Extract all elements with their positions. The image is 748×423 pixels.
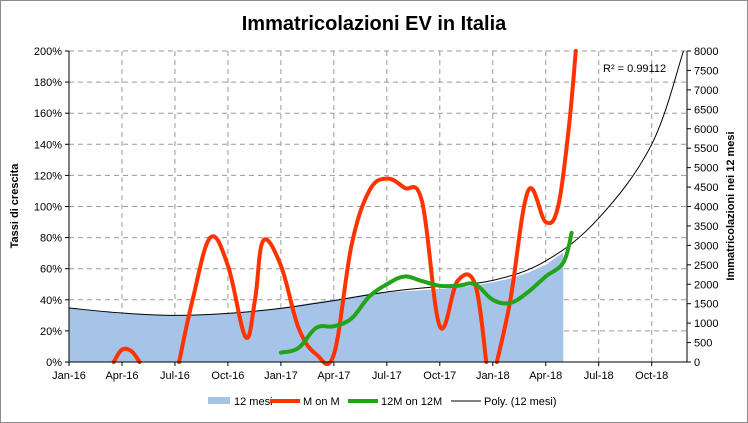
right-tick-label: 2000 bbox=[694, 279, 718, 291]
left-tick-label: 40% bbox=[40, 295, 62, 307]
x-tick-label: Jan-16 bbox=[52, 370, 86, 382]
left-tick-label: 100% bbox=[34, 202, 62, 214]
area-layer bbox=[69, 252, 564, 362]
x-tick-label: Apr-18 bbox=[529, 370, 562, 382]
right-tick-label: 1000 bbox=[694, 318, 718, 330]
series-line-m-on-m-segment-1 bbox=[111, 346, 142, 364]
x-tick-label: Jan-18 bbox=[476, 370, 510, 382]
series-line-12m-on-12m-segment-1 bbox=[278, 230, 574, 355]
right-tick-label: 0 bbox=[694, 357, 700, 369]
line-layer bbox=[111, 49, 578, 367]
right-tick-label: 5500 bbox=[694, 143, 718, 155]
x-tick-label: Jan-17 bbox=[264, 370, 298, 382]
left-tick-label: 0% bbox=[46, 357, 62, 369]
right-tick-label: 500 bbox=[694, 338, 712, 350]
left-tick-label: 20% bbox=[40, 326, 62, 338]
left-tick-label: 120% bbox=[34, 170, 62, 182]
tick-labels: 0% 20% 40% 60% 80% 100% 120% 140% 160% 180% 200% 0 5… bbox=[34, 46, 719, 382]
right-tick-label: 8000 bbox=[694, 46, 718, 58]
legend: 12 mesi M on M 12M on 12M Poly. (12 mesi) bbox=[208, 396, 557, 408]
left-axis-title: Tassi di crescita bbox=[9, 163, 21, 249]
trend-layer bbox=[68, 50, 684, 316]
series-line-m-on-m-segment-2 bbox=[177, 176, 489, 367]
left-tick-label: 60% bbox=[40, 264, 62, 276]
series-area-12-mesi bbox=[69, 252, 564, 362]
right-axis-title: Immatricolazioni nei 12 mesi bbox=[725, 131, 737, 280]
series-line-m-on-m-segment-3 bbox=[494, 49, 578, 364]
r-squared-annotation: R² = 0.99112 bbox=[603, 63, 666, 75]
legend-label-poly-12-mesi: Poly. (12 mesi) bbox=[484, 396, 557, 408]
series-trendline-poly-12-mesi bbox=[68, 50, 684, 316]
right-tick-label: 7500 bbox=[694, 65, 718, 77]
left-tick-label: 180% bbox=[34, 77, 62, 89]
x-tick-label: Oct-17 bbox=[423, 370, 456, 382]
x-tick-label: Jul-16 bbox=[160, 370, 190, 382]
right-tick-label: 2500 bbox=[694, 260, 718, 272]
x-tick-label: Jul-17 bbox=[372, 370, 402, 382]
right-tick-label: 1500 bbox=[694, 299, 718, 311]
legend-label-m-on-m: M on M bbox=[303, 396, 340, 408]
x-tick-label: Apr-17 bbox=[317, 370, 350, 382]
left-tick-label: 80% bbox=[40, 233, 62, 245]
right-tick-label: 4500 bbox=[694, 182, 718, 194]
x-tick-label: Jul-18 bbox=[584, 370, 614, 382]
x-tick-label: Oct-16 bbox=[211, 370, 244, 382]
right-tick-label: 6000 bbox=[694, 124, 718, 136]
legend-label-12-mesi: 12 mesi bbox=[234, 396, 273, 408]
left-tick-label: 140% bbox=[34, 139, 62, 151]
legend-label-12m-on-12m: 12M on 12M bbox=[381, 396, 442, 408]
x-tick-label: Oct-18 bbox=[635, 370, 668, 382]
right-tick-label: 7000 bbox=[694, 85, 718, 97]
right-tick-label: 3500 bbox=[694, 221, 718, 233]
right-tick-label: 4000 bbox=[694, 202, 718, 214]
left-tick-label: 200% bbox=[34, 46, 62, 58]
chart-title: Immatricolazioni EV in Italia bbox=[242, 13, 507, 35]
legend-swatch-12-mesi bbox=[208, 397, 230, 404]
x-tick-label: Apr-16 bbox=[105, 370, 138, 382]
grid bbox=[69, 50, 687, 362]
left-tick-label: 160% bbox=[34, 108, 62, 120]
right-tick-label: 5000 bbox=[694, 163, 718, 175]
right-tick-label: 6500 bbox=[694, 104, 718, 116]
right-tick-label: 3000 bbox=[694, 240, 718, 252]
axes bbox=[65, 50, 691, 366]
